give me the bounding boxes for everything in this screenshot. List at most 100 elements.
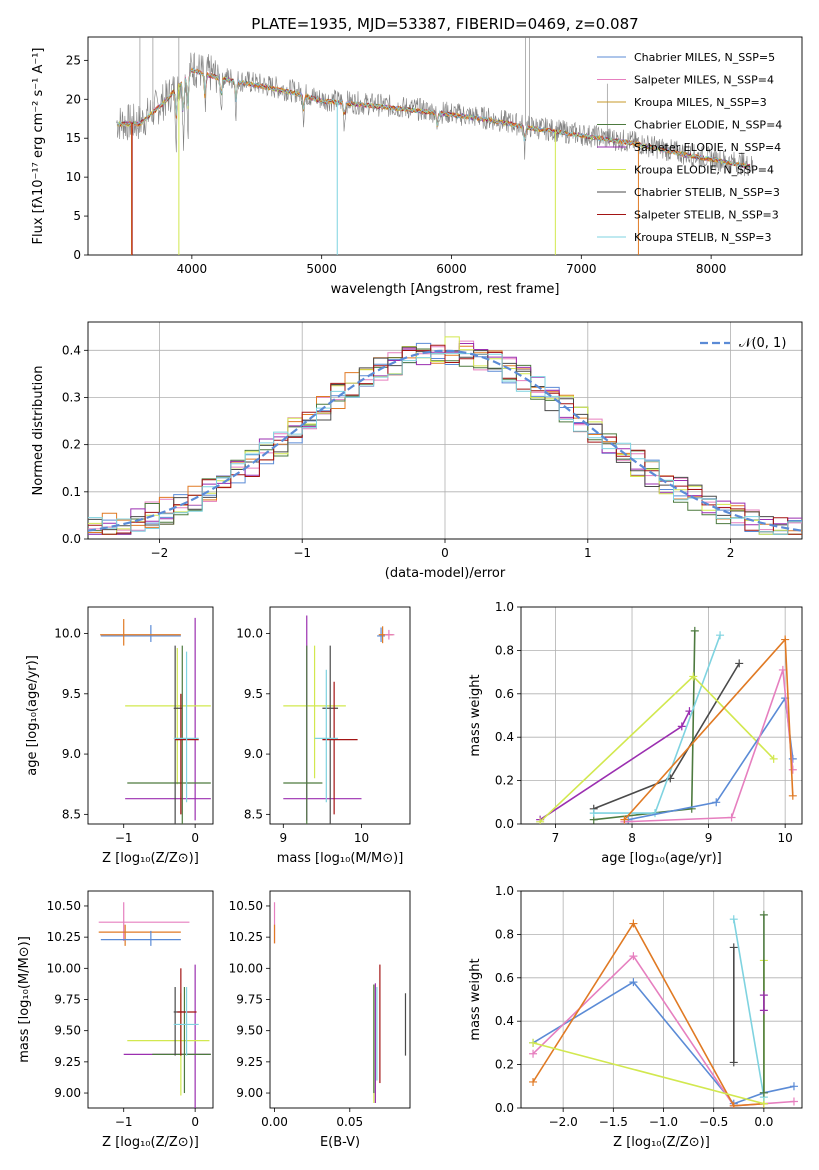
- mass-weight-line: [593, 630, 696, 821]
- x-axis-label: (data-model)/error: [385, 566, 506, 581]
- x-tick-label: −1: [115, 831, 133, 845]
- mass-weight-point: [769, 754, 778, 763]
- y-axis-label: mass [log₁₀(M/M⊙)]: [17, 936, 32, 1063]
- x-tick-label: 0.0: [754, 1115, 773, 1129]
- y-tick-label: 9.75: [236, 993, 263, 1007]
- y-tick-label: 9.00: [54, 1086, 81, 1100]
- mass-weight-line: [624, 669, 794, 823]
- normal-curve: [88, 349, 802, 532]
- mass-weight-line: [532, 960, 765, 1105]
- panel-age_vs_Z: −1 0 8.5 9.0 9.5 10.0 Z [log₁₀(Z/Z⊙)] age [log₁…: [25, 606, 214, 866]
- y-tick-label: 0.2: [495, 774, 514, 788]
- y-tick-label: 9.25: [236, 1055, 263, 1069]
- y-tick-label: 0.8: [495, 643, 514, 657]
- x-tick-label: 8000: [696, 262, 727, 276]
- y-tick-label: 10.00: [47, 961, 81, 975]
- legend-label: Salpeter MILES, N_SSP=4: [634, 74, 774, 87]
- x-tick-label: 7000: [566, 262, 597, 276]
- mass-weight-point: [716, 631, 725, 640]
- y-axis-label: mass weight: [468, 674, 483, 756]
- y-tick-label: 10.25: [47, 930, 81, 944]
- x-tick-label: 0.05: [336, 1115, 363, 1129]
- legend-label: Salpeter STELIB, N_SSP=3: [634, 209, 779, 222]
- mass-weight-point: [789, 1097, 798, 1106]
- x-tick-label: −1.0: [649, 1115, 678, 1129]
- mass-weight-point: [529, 1038, 538, 1047]
- y-tick-label: 9.00: [236, 1086, 263, 1100]
- plot-area: [273, 902, 407, 1104]
- mass-weight-point: [589, 809, 598, 818]
- x-tick-label: 9: [279, 831, 287, 845]
- y-tick-label: 10: [66, 170, 81, 184]
- mass-weight-point: [735, 659, 744, 668]
- y-tick-label: 15: [66, 131, 81, 145]
- mass-weight-point: [529, 1049, 538, 1058]
- y-tick-label: 10.50: [47, 899, 81, 913]
- y-axis-label: age [log₁₀(age/yr)]: [25, 655, 40, 776]
- mass-weight-point: [788, 765, 797, 774]
- legend-label: Kroupa MILES, N_SSP=3: [634, 96, 767, 109]
- y-tick-label: 0.0: [495, 1101, 514, 1115]
- y-tick-label: 0.8: [495, 927, 514, 941]
- mass-weight-line: [733, 919, 765, 1098]
- x-tick-label: −1: [115, 1115, 133, 1129]
- y-axis-label: Flux [fλ10⁻¹⁷ erg cm⁻² s⁻¹ A⁻¹]: [31, 48, 46, 245]
- y-tick-label: 9.50: [236, 1024, 263, 1038]
- mass-weight-point: [729, 1101, 738, 1108]
- plot-area: [536, 626, 797, 824]
- mass-weight-point: [759, 910, 768, 919]
- panel-residuals: −2 −1 0 1 2 0.0 0.1 0.2 0.3 0.4 (data-model)/error…: [31, 321, 803, 581]
- x-tick-label: 9: [705, 831, 713, 845]
- mass-weight-point: [729, 1058, 738, 1067]
- mass-weight-point: [529, 1077, 538, 1086]
- y-tick-label: 0.2: [62, 438, 81, 452]
- x-axis-label: mass [log₁₀(M/M⊙)]: [277, 851, 404, 866]
- mass-weight-point: [536, 817, 545, 824]
- mass-weight-point: [729, 915, 738, 924]
- y-tick-label: 9.5: [62, 687, 81, 701]
- panel-age_vs_mass: 9 10 8.5 9.0 9.5 10.0 mass [log₁₀(M/M⊙)]: [236, 606, 411, 866]
- y-tick-label: 9.5: [244, 687, 263, 701]
- legend-label: Chabrier STELIB, N_SSP=3: [634, 186, 780, 199]
- x-tick-label: 5000: [306, 262, 337, 276]
- x-axis-label: E(B-V): [320, 1135, 360, 1150]
- x-tick-label: −1: [293, 546, 311, 560]
- panel-mass_vs_ebv: 0.00 0.05 9.00 9.25 9.50 9.75 10.00 10.25 10.50 E…: [229, 890, 411, 1150]
- plot-area: [100, 617, 211, 824]
- y-tick-label: 9.50: [54, 1024, 81, 1038]
- y-tick-label: 9.0: [244, 747, 263, 761]
- mass-weight-point: [727, 813, 736, 822]
- y-tick-label: 1.0: [495, 884, 514, 898]
- y-tick-label: 9.75: [54, 993, 81, 1007]
- x-tick-label: 8: [628, 831, 636, 845]
- plot-area: [529, 910, 798, 1108]
- y-tick-label: 1.0: [495, 600, 514, 614]
- model-spectrum-line: [117, 67, 751, 168]
- y-tick-label: 0.4: [495, 730, 514, 744]
- y-tick-label: 0.4: [62, 343, 81, 357]
- model-spectrum-line: [117, 67, 751, 168]
- x-tick-label: 6000: [436, 262, 467, 276]
- mass-weight-line: [593, 634, 721, 814]
- y-tick-label: 10.0: [54, 627, 81, 641]
- plot-area: [88, 336, 802, 535]
- plot-area: [98, 902, 211, 1108]
- y-tick-label: 25: [66, 53, 81, 67]
- legend: Chabrier MILES, N_SSP=5 Salpeter MILES, N…: [597, 51, 782, 244]
- mass-weight-line: [628, 695, 794, 821]
- mass-weight-point: [620, 815, 629, 824]
- legend-label: Kroupa STELIB, N_SSP=3: [634, 231, 772, 244]
- mass-weight-point: [690, 626, 699, 635]
- x-tick-label: 2: [727, 546, 735, 560]
- panel-mass_vs_Z: −1 0 9.00 9.25 9.50 9.75 10.00 10.25 10.50 Z [log…: [17, 890, 214, 1150]
- axes-frame: [87, 890, 214, 1109]
- x-tick-label: 1: [584, 546, 592, 560]
- mass-weight-point: [629, 952, 638, 961]
- mass-weight-point: [788, 754, 797, 763]
- y-tick-label: 10.50: [229, 899, 263, 913]
- mass-weight-point: [789, 1082, 798, 1091]
- x-axis-label: wavelength [Angstrom, rest frame]: [331, 282, 560, 297]
- y-tick-label: 20: [66, 92, 81, 106]
- x-tick-label: 10: [778, 831, 793, 845]
